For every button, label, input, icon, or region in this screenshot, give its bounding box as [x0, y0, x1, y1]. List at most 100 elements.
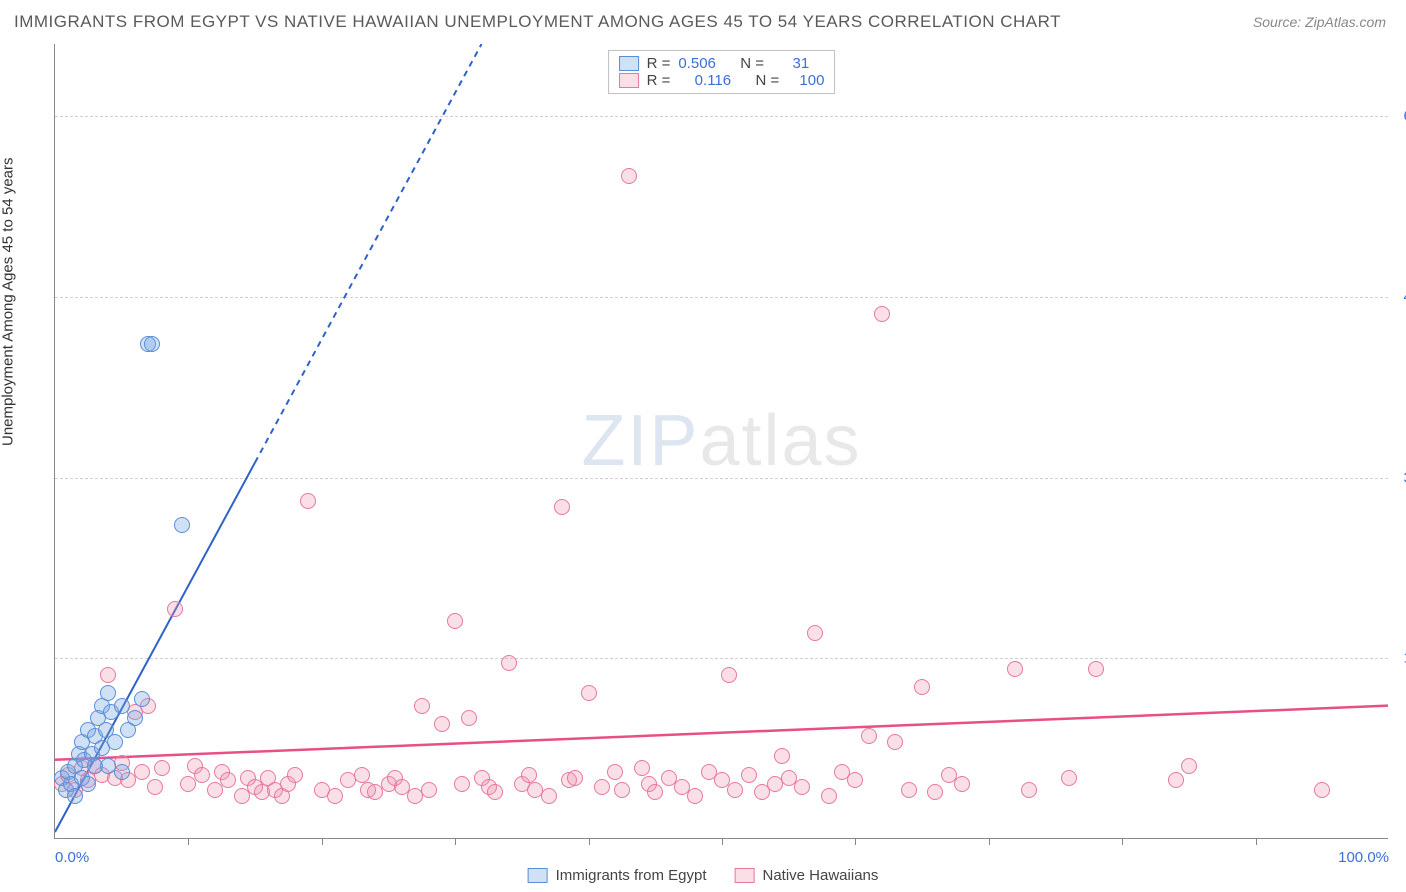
gridline [55, 116, 1388, 117]
x-tick-label: 0.0% [55, 849, 89, 866]
data-point [541, 788, 557, 804]
legend-item-2: Native Hawaiians [734, 867, 878, 884]
data-point [501, 655, 517, 671]
data-point [1061, 770, 1077, 786]
data-point [687, 788, 703, 804]
legend-n-value-1 [772, 55, 785, 72]
data-point [300, 493, 316, 509]
data-point [327, 788, 343, 804]
legend-row-series1: R = 0.506 N = 31 [619, 55, 825, 72]
legend-r-label-2: R = [647, 72, 671, 89]
data-point [607, 764, 623, 780]
data-point [461, 710, 477, 726]
data-point [901, 782, 917, 798]
data-point [1088, 661, 1104, 677]
data-point [807, 625, 823, 641]
data-point [887, 734, 903, 750]
legend-bottom-label-1: Immigrants from Egypt [556, 867, 707, 884]
x-tick [188, 838, 189, 845]
data-point [954, 776, 970, 792]
data-point [80, 776, 96, 792]
data-point [554, 499, 570, 515]
data-point [621, 168, 637, 184]
data-point [861, 728, 877, 744]
data-point [647, 784, 663, 800]
correlation-legend: R = 0.506 N = 31 R = 0.116 N = 100 [608, 50, 836, 94]
data-point [134, 764, 150, 780]
data-point [114, 698, 130, 714]
data-point [421, 782, 437, 798]
gridline [55, 478, 1388, 479]
legend-row-series2: R = 0.116 N = 100 [619, 72, 825, 89]
data-point [581, 685, 597, 701]
legend-swatch-1 [619, 56, 639, 71]
plot-area: ZIPatlas R = 0.506 N = 31 R = 0.116 N = … [54, 44, 1388, 839]
data-point [174, 517, 190, 533]
data-point [914, 679, 930, 695]
legend-bottom-label-2: Native Hawaiians [762, 867, 878, 884]
data-point [1021, 782, 1037, 798]
data-point [1314, 782, 1330, 798]
data-point [447, 613, 463, 629]
data-point [154, 760, 170, 776]
x-tick [1256, 838, 1257, 845]
source-attribution: Source: ZipAtlas.com [1253, 14, 1386, 30]
gridline [55, 297, 1388, 298]
x-tick [455, 838, 456, 845]
legend-r-label-1: R = [647, 55, 671, 72]
legend-n-value-2b: 100 [799, 72, 824, 89]
data-point [567, 770, 583, 786]
data-point [614, 782, 630, 798]
data-point [67, 788, 83, 804]
data-point [1007, 661, 1023, 677]
data-point [874, 306, 890, 322]
y-axis-label: Unemployment Among Ages 45 to 54 years [0, 157, 17, 446]
x-tick [989, 838, 990, 845]
data-point [1181, 758, 1197, 774]
data-point [147, 779, 163, 795]
data-point [100, 667, 116, 683]
data-point [594, 779, 610, 795]
data-point [821, 788, 837, 804]
chart-title: IMMIGRANTS FROM EGYPT VS NATIVE HAWAIIAN… [14, 12, 1061, 32]
data-point [167, 601, 183, 617]
legend-swatch-2 [619, 73, 639, 88]
data-point [634, 760, 650, 776]
legend-n-value-2 [787, 72, 791, 89]
watermark: ZIPatlas [581, 400, 861, 482]
data-point [107, 734, 123, 750]
legend-n-label-2 [739, 72, 747, 89]
data-point [927, 784, 943, 800]
data-point [487, 784, 503, 800]
legend-n-label-1 [724, 55, 732, 72]
data-point [114, 764, 130, 780]
legend-item-1: Immigrants from Egypt [528, 867, 707, 884]
legend-bottom-swatch-1 [528, 868, 548, 883]
data-point [741, 767, 757, 783]
data-point [220, 772, 236, 788]
watermark-part2: atlas [699, 401, 861, 481]
data-point [847, 772, 863, 788]
gridline [55, 658, 1388, 659]
data-point [454, 776, 470, 792]
data-point [1168, 772, 1184, 788]
x-tick [722, 838, 723, 845]
legend-n-label-2b: N = [755, 72, 779, 89]
series-legend: Immigrants from Egypt Native Hawaiians [528, 867, 879, 884]
data-point [194, 767, 210, 783]
x-tick-label: 100.0% [1338, 849, 1389, 866]
legend-r-value-2 [678, 72, 686, 89]
data-point [774, 748, 790, 764]
legend-r-value-2b: 0.116 [695, 72, 731, 89]
x-tick [589, 838, 590, 845]
data-point [794, 779, 810, 795]
data-point [287, 767, 303, 783]
x-tick [1122, 838, 1123, 845]
watermark-part1: ZIP [581, 401, 699, 481]
legend-r-value-1: 0.506 [678, 55, 716, 72]
trend-lines [55, 44, 1388, 838]
x-tick [322, 838, 323, 845]
legend-bottom-swatch-2 [734, 868, 754, 883]
data-point [127, 710, 143, 726]
data-point [434, 716, 450, 732]
